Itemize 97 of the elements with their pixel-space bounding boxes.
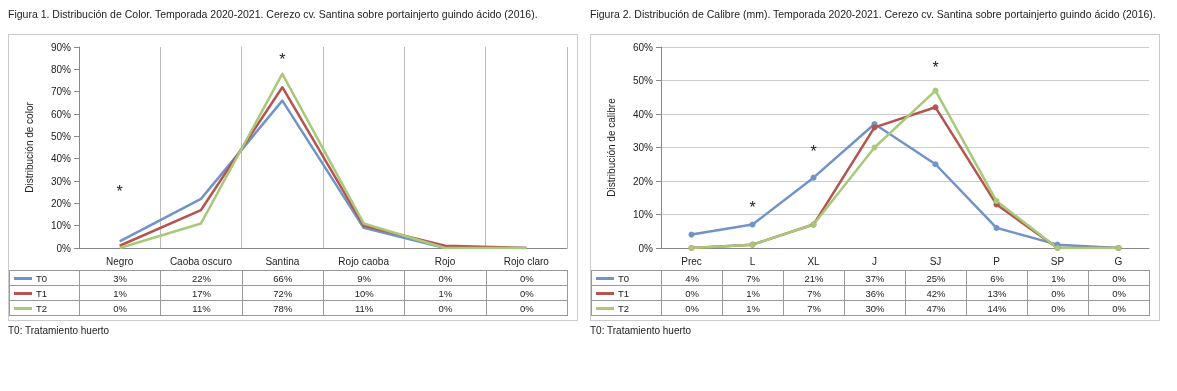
x-tick-label: Rojo claro	[503, 255, 550, 267]
data-label: 1%	[722, 300, 784, 316]
y-tick-label: 40%	[50, 153, 72, 165]
x-tick-label: SP	[1050, 255, 1065, 267]
x-tick-label: J	[872, 255, 877, 267]
x-tick-label: G	[1114, 255, 1123, 267]
point	[932, 87, 939, 94]
point	[932, 104, 939, 111]
legend-label: T0	[9, 270, 80, 286]
y-tick-label: 50%	[632, 75, 654, 86]
point	[688, 231, 695, 238]
y-axis-title: Distribución de color	[23, 101, 35, 193]
legend-label: T2	[591, 300, 662, 316]
y-tick-label: 30%	[50, 175, 72, 187]
y-tick-label: 50%	[50, 130, 72, 142]
point	[993, 224, 1000, 231]
data-label: 0%	[1027, 300, 1089, 316]
data-label: 0%	[79, 300, 161, 316]
data-label: 0%	[661, 285, 723, 301]
data-label: 7%	[783, 285, 845, 301]
y-tick-label: 60%	[50, 108, 72, 120]
data-label: 3%	[79, 270, 161, 286]
y-tick-label: 10%	[50, 220, 72, 232]
data-label: 11%	[323, 300, 405, 316]
data-label: 6%	[966, 270, 1028, 286]
data-label: 72%	[242, 285, 324, 301]
legend-label: T1	[591, 285, 662, 301]
data-label: 10%	[323, 285, 405, 301]
y-tick-label: 30%	[632, 142, 654, 153]
y-tick-label: 80%	[50, 63, 72, 75]
data-label: 0%	[1088, 300, 1150, 316]
x-tick-label: L	[749, 255, 756, 267]
data-label: 1%	[79, 285, 161, 301]
text: T0: Tratamiento huerto	[590, 325, 693, 336]
data-label: 0%	[404, 270, 487, 286]
y-tick-label: 0%	[638, 242, 654, 254]
data-label: 9%	[323, 270, 405, 286]
annotation: *	[279, 50, 286, 68]
y-tick-label: 60%	[632, 41, 654, 53]
x-tick-label: Rojo caoba	[338, 255, 390, 267]
data-label: 11%	[160, 300, 243, 316]
data-label: 1%	[722, 285, 784, 301]
data-label: 25%	[905, 270, 967, 286]
chart-title: Figura 2. Distribución de Calibre (mm). Temporada 2020-2021. Cerezo cv. Santina sobre portainjerto guindo ácido (2016).	[590, 8, 1157, 22]
x-tick-label: SJ	[929, 255, 942, 267]
data-label: 0%	[486, 300, 568, 316]
x-tick-label: Rojo	[434, 255, 456, 267]
point	[932, 161, 939, 168]
y-tick-label: 20%	[50, 197, 72, 209]
legend-label: T2	[9, 300, 80, 316]
data-label: 0%	[1088, 270, 1150, 286]
data-label: 36%	[844, 285, 906, 301]
data-label: 47%	[905, 300, 967, 316]
legend-label: T0	[591, 270, 662, 286]
data-label: 0%	[661, 300, 723, 316]
x-tick-label: Santina	[265, 255, 300, 267]
point	[871, 144, 878, 151]
x-tick-label: Caoba oscuro	[169, 255, 233, 267]
x-tick-label: Negro	[106, 255, 134, 267]
data-label: 0%	[1027, 285, 1089, 301]
data-label: 7%	[783, 300, 845, 316]
annotation: *	[810, 143, 817, 161]
data-label: 37%	[844, 270, 906, 286]
data-label: 66%	[242, 270, 324, 286]
x-tick-label: Prec	[681, 255, 702, 267]
data-label: 21%	[783, 270, 845, 286]
legend-label: T1	[9, 285, 80, 301]
annotation: *	[116, 183, 123, 201]
data-label: 1%	[404, 285, 487, 301]
annotation: *	[932, 58, 939, 76]
data-label: 22%	[160, 270, 243, 286]
chart-title: Figura 1. Distribución de Color. Temporada 2020-2021. Cerezo cv. Santina sobre portainjerto guindo ácido (2016).	[8, 8, 539, 22]
x-tick-label: P	[993, 255, 1001, 267]
data-label: 0%	[1088, 285, 1150, 301]
data-label: 0%	[404, 300, 487, 316]
data-label: 78%	[242, 300, 324, 316]
data-label: 17%	[160, 285, 243, 301]
x-tick-label: XL	[807, 255, 821, 267]
data-label: 14%	[966, 300, 1028, 316]
y-tick-label: 90%	[50, 41, 72, 53]
y-tick-label: 10%	[632, 209, 654, 220]
annotation: *	[749, 199, 756, 217]
data-label: 7%	[722, 270, 784, 286]
text: T0: Tratamiento huerto	[8, 325, 111, 336]
y-tick-label: 20%	[632, 175, 654, 187]
y-axis-title: Distribución de calibre	[605, 97, 617, 197]
data-label: 0%	[486, 285, 568, 301]
point	[749, 221, 756, 228]
data-label: 30%	[844, 300, 906, 316]
data-label: 1%	[1027, 270, 1089, 286]
y-tick-label: 0%	[56, 242, 72, 254]
data-label: 13%	[966, 285, 1028, 301]
y-tick-label: 70%	[50, 86, 72, 98]
data-label: 4%	[661, 270, 723, 286]
data-label: 0%	[486, 270, 568, 286]
data-label: 42%	[905, 285, 967, 301]
y-tick-label: 40%	[632, 108, 654, 120]
